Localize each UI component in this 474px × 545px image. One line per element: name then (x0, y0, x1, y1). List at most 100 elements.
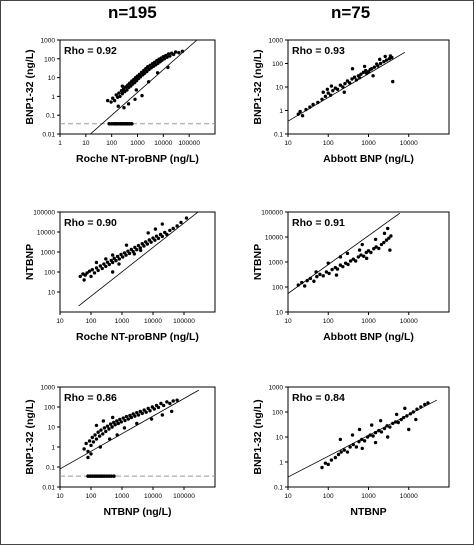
data-point (364, 256, 369, 261)
data-point (156, 236, 161, 241)
y-axis-label: BNP1-32 (ng/L) (24, 49, 36, 124)
data-point (108, 422, 113, 426)
data-point (179, 220, 183, 225)
data-point (321, 274, 325, 278)
data-point (359, 72, 363, 76)
data-point (168, 228, 172, 233)
data-point (336, 452, 341, 457)
data-point (364, 71, 369, 76)
data-point (110, 260, 115, 265)
data-point (360, 446, 364, 451)
y-tick-label: 10 (276, 435, 284, 442)
data-point (121, 87, 126, 91)
data-point (146, 231, 150, 235)
data-point (407, 427, 411, 432)
plot-content (288, 399, 438, 478)
data-point (99, 428, 103, 432)
data-point (329, 84, 334, 88)
x-tick-label: 10 (284, 493, 292, 500)
column-title-left: n=195 (108, 3, 157, 22)
data-point (129, 415, 134, 420)
data-point (134, 88, 139, 92)
data-point (342, 448, 346, 452)
y-tick-label: 0.1 (274, 132, 283, 139)
data-point (373, 430, 378, 435)
y-tick-label: 10000 (37, 230, 55, 237)
x-axis-label: Abbott BNP (ng/L) (323, 153, 414, 165)
data-point (110, 415, 115, 420)
data-point (133, 414, 137, 418)
data-point (98, 264, 103, 268)
data-point (362, 254, 366, 258)
data-point (112, 98, 117, 103)
data-point (341, 264, 345, 269)
data-point (357, 427, 362, 432)
data-point (125, 88, 129, 92)
data-point (105, 98, 110, 103)
x-tick-label: 100 (323, 140, 334, 147)
data-point (146, 406, 150, 411)
data-point (126, 102, 131, 106)
data-point (138, 246, 143, 250)
plot-content (60, 389, 215, 478)
data-point (369, 423, 374, 427)
data-point (343, 81, 347, 86)
data-point (326, 462, 330, 467)
x-tick-label: 10000 (400, 140, 418, 147)
data-point (338, 263, 343, 267)
data-point (142, 244, 146, 248)
data-point (382, 59, 386, 64)
data-point (368, 67, 372, 72)
data-point (298, 109, 302, 114)
x-tick-label: 10 (284, 140, 292, 147)
y-tick-label: 0.01 (42, 132, 55, 139)
data-point (116, 104, 120, 108)
data-point (389, 234, 393, 238)
data-point (120, 91, 125, 96)
data-point (331, 88, 335, 93)
data-point (386, 435, 390, 439)
y-tick-label: 0.1 (46, 113, 55, 120)
plot-area (59, 386, 216, 488)
y-tick-label: 1000 (269, 385, 284, 392)
data-point (366, 249, 371, 253)
data-point (360, 437, 364, 442)
data-point (315, 274, 319, 279)
y-tick-label: 1000 (41, 250, 56, 257)
data-point (382, 426, 387, 431)
data-point (123, 418, 127, 423)
data-point (94, 423, 99, 428)
data-point (161, 403, 166, 408)
data-point (124, 414, 129, 419)
data-point (314, 270, 318, 274)
y-axis-label: BNP1-32 (ng/L) (252, 49, 264, 124)
data-point (403, 406, 407, 411)
data-point (91, 440, 96, 444)
data-point (94, 260, 99, 265)
y-axis-label: NTBNP (24, 244, 36, 280)
fit-line (78, 212, 199, 307)
data-point (140, 411, 144, 416)
x-tick-label: 1000 (361, 140, 376, 147)
x-tick-label: 100 (106, 140, 117, 147)
data-point (405, 414, 409, 418)
data-point (94, 437, 99, 441)
data-point (120, 255, 125, 259)
rho-annotation: Rho = 0.86 (64, 392, 117, 404)
x-tick-label: 100 (323, 318, 334, 325)
data-point (374, 245, 378, 249)
data-point (104, 264, 108, 269)
chart-abbott-vs-ntbnp: 10 100 1000 10000 10 100 1000 10000 100000 Abbott… (252, 210, 450, 343)
data-point (162, 57, 167, 61)
data-point (304, 107, 308, 112)
y-tick-label: 100000 (261, 210, 283, 217)
data-point (115, 433, 119, 437)
data-point (145, 242, 150, 246)
data-point (113, 423, 117, 427)
x-tick-label: 10000 (154, 140, 172, 147)
data-point (414, 417, 418, 422)
data-point (102, 426, 107, 430)
data-point (96, 430, 100, 434)
data-point (120, 84, 125, 88)
data-point (352, 75, 357, 79)
